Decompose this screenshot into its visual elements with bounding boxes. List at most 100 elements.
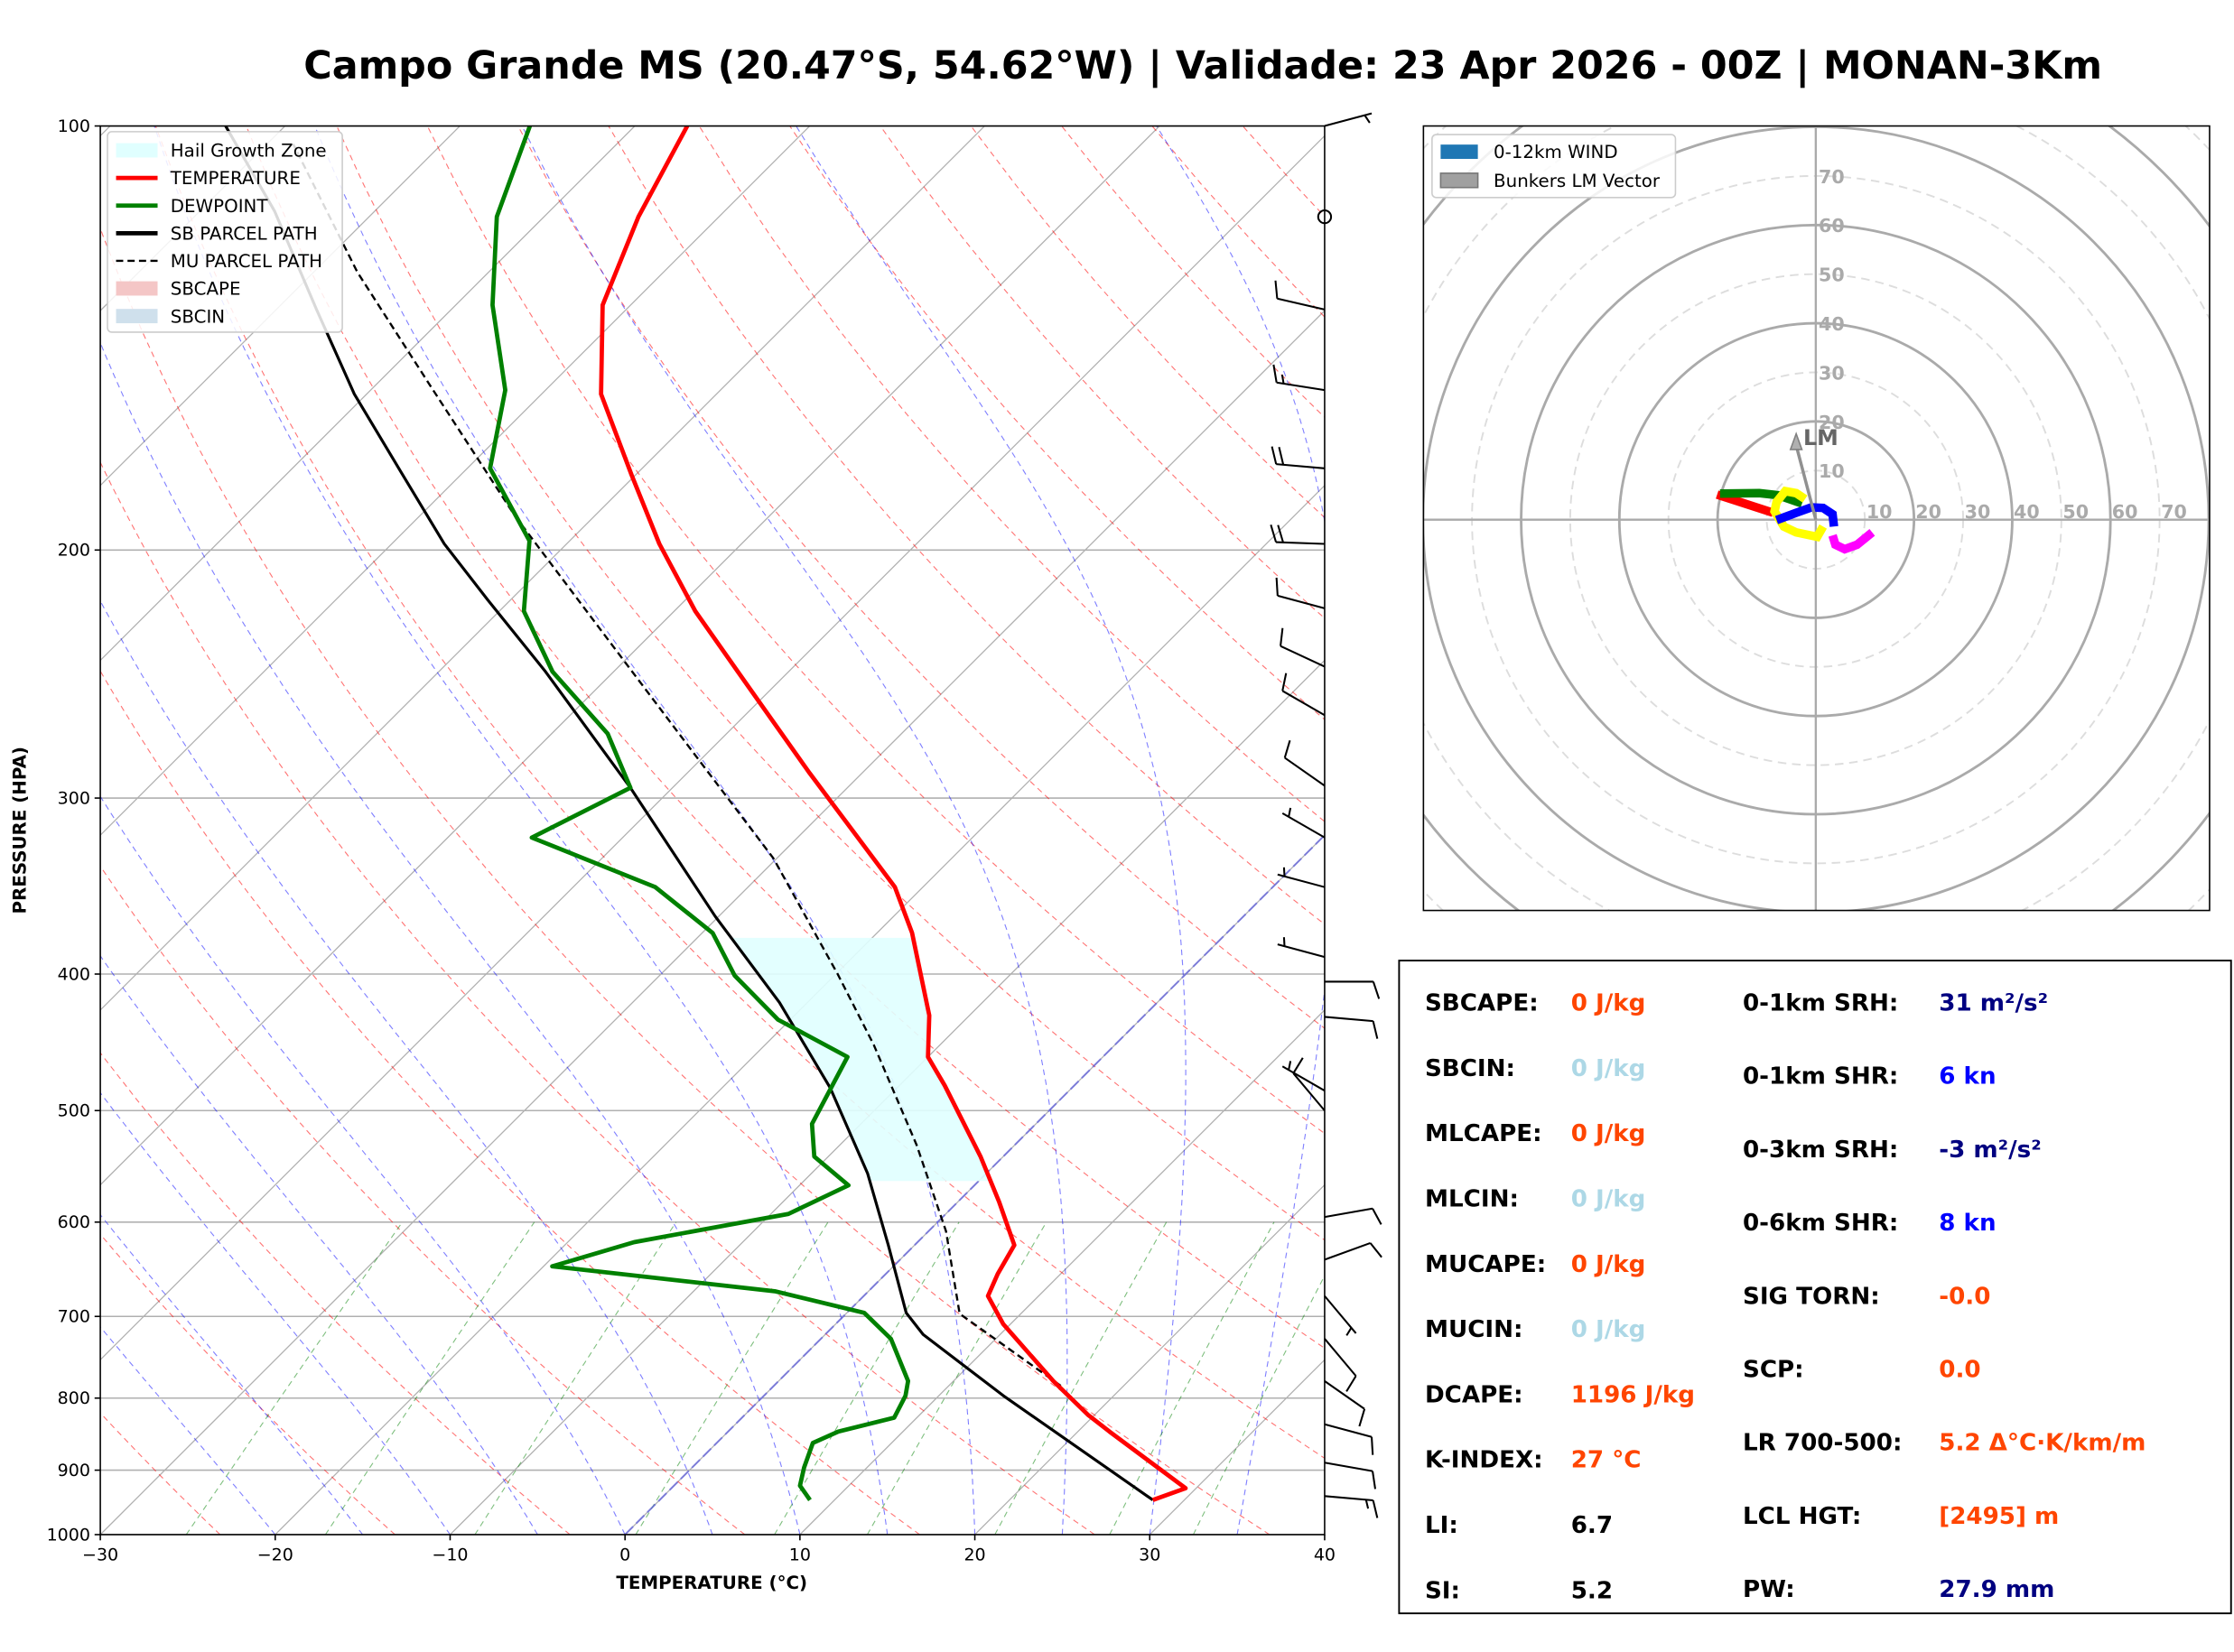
wind-barb	[1324, 112, 1373, 127]
isotherm-line	[100, 135, 1325, 1361]
index-label: MUCAPE:	[1425, 1251, 1546, 1278]
barb-staff	[1281, 690, 1326, 717]
index-value: [2495] m	[1939, 1503, 2059, 1530]
legend-label-hail-growth-zone: Hail Growth Zone	[171, 141, 327, 162]
barb-full	[1345, 1375, 1357, 1392]
index-label: 0-1km SRH:	[1743, 990, 1898, 1017]
moist-adiabat-line	[100, 1091, 451, 1535]
barb-full	[1274, 280, 1279, 299]
barb-half	[1282, 937, 1286, 947]
dry-adiabat-line	[336, 125, 1325, 1241]
dry-adiabat-line	[789, 125, 1325, 720]
y-tick-label: 300	[58, 788, 90, 808]
index-row: K-INDEX: 27 °C	[1425, 1447, 1642, 1474]
isotherm-line	[100, 125, 985, 1011]
index-value: 27 °C	[1571, 1447, 1642, 1474]
legend-swatch-sbcape	[116, 281, 158, 296]
bunkers-lm-vector	[1794, 444, 1818, 521]
wind-barb	[1270, 524, 1325, 545]
wind-barb	[1324, 1207, 1382, 1225]
index-label: K-INDEX:	[1425, 1447, 1543, 1474]
index-row: MLCAPE: 0 J/kg	[1425, 1120, 1645, 1147]
index-value: 27.9 mm	[1939, 1576, 2054, 1603]
index-value: 0 J/kg	[1571, 1251, 1646, 1278]
index-label: SCP:	[1743, 1357, 1804, 1384]
wind-barb	[1271, 446, 1326, 469]
index-row: MUCAPE: 0 J/kg	[1425, 1251, 1645, 1278]
moist-adiabat-line	[154, 125, 889, 1535]
barb-half	[1288, 1061, 1292, 1071]
y-tick-label: 1000	[47, 1525, 90, 1545]
wind-barb	[1324, 1495, 1379, 1518]
wind-barb	[1281, 673, 1326, 717]
freezing-isotherm	[624, 833, 1325, 1535]
index-row: 0-1km SRH: 31 m²/s²	[1743, 990, 2048, 1017]
legend-label-sb-parcel-path: SB PARCEL PATH	[171, 223, 318, 244]
hail-growth-zone	[731, 937, 991, 1182]
hodograph-ring-label: 40	[1819, 313, 1845, 335]
index-value: 31 m²/s²	[1939, 990, 2048, 1017]
dry-adiabat-line	[100, 460, 1095, 1535]
wind-barb	[1317, 209, 1333, 225]
hodograph-ring-label: 60	[2112, 501, 2138, 523]
index-row: SCP: 0.0	[1743, 1357, 1981, 1384]
y-tick-label: 800	[58, 1388, 90, 1408]
y-tick-label: 600	[58, 1212, 90, 1232]
x-tick-label: 10	[789, 1545, 811, 1565]
legend-swatch-sbcin	[116, 309, 158, 324]
dry-adiabat-line	[100, 1052, 571, 1535]
bunkers-lm-label: LM	[1803, 425, 1838, 450]
isotherm-line	[100, 125, 286, 312]
wind-barb	[1324, 1338, 1357, 1392]
wind-barb	[1324, 1241, 1382, 1261]
x-tick-label: −20	[257, 1545, 293, 1565]
isotherm-line	[100, 125, 636, 662]
barb-full	[1369, 1242, 1382, 1258]
wind-barb	[1283, 739, 1326, 787]
index-label: SIG TORN:	[1743, 1283, 1880, 1310]
barb-staff	[1276, 463, 1326, 469]
mu-parcel-path	[292, 143, 1062, 1387]
x-tick-label: −30	[82, 1545, 118, 1565]
y-tick-label: 100	[58, 116, 90, 136]
mixing-ratio-line	[474, 1221, 677, 1535]
hodograph-ring-label: 50	[2062, 501, 2089, 523]
barb-half	[1288, 807, 1292, 818]
index-label: MLCAPE:	[1425, 1120, 1542, 1147]
barb-staff	[1276, 541, 1325, 545]
isotherm-line	[100, 310, 1325, 1535]
wind-barb	[1324, 980, 1381, 999]
legend-label-dewpoint: DEWPOINT	[171, 196, 269, 217]
legend-label-mu-parcel-path: MU PARCEL PATH	[171, 251, 322, 272]
index-value: 6.7	[1571, 1512, 1613, 1539]
x-tick-label: 40	[1314, 1545, 1336, 1565]
barb-full	[1372, 1499, 1379, 1518]
barb-half	[1280, 374, 1285, 385]
index-row: MLCIN: 0 J/kg	[1425, 1186, 1645, 1213]
index-value: 0 J/kg	[1571, 1186, 1646, 1213]
y-tick-label: 900	[58, 1461, 90, 1480]
hodograph-segment	[1719, 488, 1804, 508]
index-label: LR 700-500:	[1743, 1430, 1902, 1457]
barb-full	[1270, 524, 1278, 543]
hodograph-legend-label: 0-12km WIND	[1494, 142, 1618, 162]
figure-title: Campo Grande MS (20.47°S, 54.62°W) | Val…	[303, 43, 2102, 88]
y-tick-label: 200	[58, 541, 90, 561]
y-axis-label: PRESSURE (HPA)	[10, 747, 31, 914]
x-tick-label: 20	[963, 1545, 985, 1565]
barb-staff	[1324, 1495, 1373, 1502]
dry-adiabat-line	[517, 125, 1325, 1029]
barb-staff	[1324, 112, 1373, 127]
index-value: -3 m²/s²	[1939, 1137, 2041, 1164]
barb-staff	[1277, 943, 1326, 959]
index-label: 0-6km SHR:	[1743, 1210, 1898, 1237]
index-row: 0-1km SHR: 6 kn	[1743, 1063, 1997, 1091]
wind-barb	[1281, 1061, 1326, 1092]
index-label: SI:	[1425, 1577, 1460, 1604]
barb-full	[1372, 1208, 1382, 1225]
barb-full	[1372, 981, 1381, 999]
hodograph-segment	[1828, 529, 1876, 554]
barb-full	[1283, 739, 1291, 758]
sb-parcel-path	[224, 125, 1154, 1501]
